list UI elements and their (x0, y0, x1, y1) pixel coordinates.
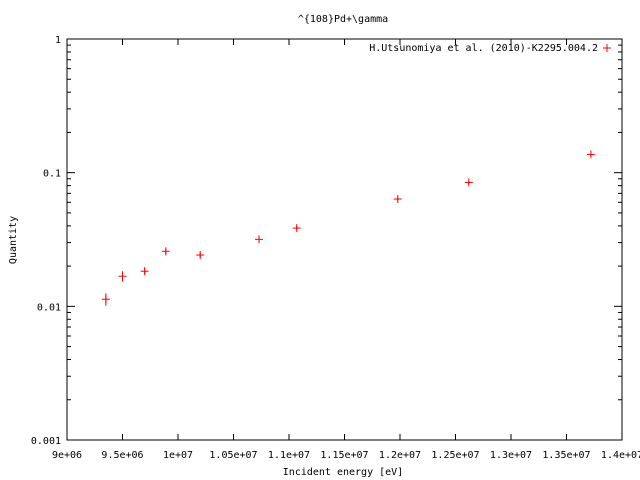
x-axis: 9e+06 9.5e+06 1e+07 1.05e+07 1.1e+07 1.15e+07… (52, 39, 640, 461)
x-tick-label: 1.3e+07 (490, 450, 532, 461)
y-axis: 0.001 0.01 0.1 1 (31, 35, 622, 447)
x-tick-label: 1.25e+07 (431, 450, 479, 461)
legend-label: H.Utsunomiya et al. (2010)-K2295.004.2 (369, 43, 598, 54)
plot-area-frame (66, 38, 623, 441)
y-axis-label: Quantity (8, 216, 19, 264)
x-tick-label: 1.05e+07 (209, 450, 257, 461)
chart-title: ^{108}Pd+\gamma (298, 14, 388, 25)
data-point (118, 271, 127, 282)
x-tick-label: 9e+06 (52, 450, 82, 461)
y-tick-label: 0.001 (31, 436, 61, 447)
x-tick-label: 1.15e+07 (320, 450, 368, 461)
x-tick-label: 1.35e+07 (542, 450, 590, 461)
data-point (255, 235, 264, 244)
x-axis-label: Incident energy [eV] (283, 467, 403, 478)
x-tick-label: 1.4e+07 (601, 450, 640, 461)
series-points (101, 150, 595, 306)
data-point (292, 224, 301, 233)
data-point (586, 150, 595, 159)
data-point (140, 267, 149, 276)
y-tick-label: 0.01 (37, 302, 61, 313)
x-tick-label: 1.1e+07 (268, 450, 310, 461)
data-point (101, 293, 110, 306)
data-point (393, 195, 402, 204)
x-tick-label: 1e+07 (163, 450, 193, 461)
y-tick-label: 0.1 (43, 169, 61, 180)
y-tick-label: 1 (55, 35, 61, 46)
legend-marker (603, 44, 611, 52)
data-point (161, 247, 170, 256)
x-tick-label: 9.5e+06 (101, 450, 143, 461)
data-point (464, 178, 473, 187)
x-tick-label: 1.2e+07 (379, 450, 421, 461)
data-point (196, 251, 205, 260)
